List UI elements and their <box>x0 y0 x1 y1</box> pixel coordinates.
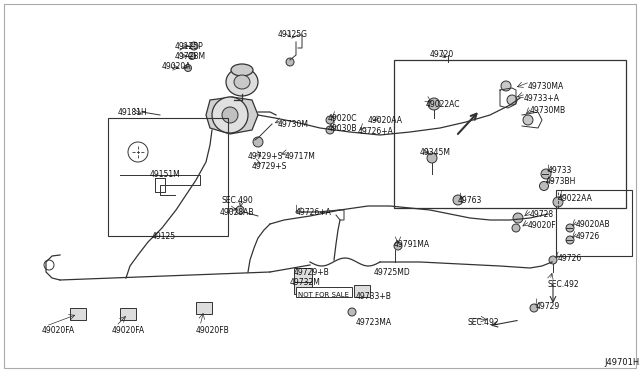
Text: 49729: 49729 <box>536 302 560 311</box>
Text: 4972BM: 4972BM <box>175 52 206 61</box>
Circle shape <box>523 115 533 125</box>
Circle shape <box>236 206 244 214</box>
Circle shape <box>190 42 198 50</box>
Text: 49020FA: 49020FA <box>112 326 145 335</box>
Circle shape <box>428 98 440 110</box>
Circle shape <box>348 308 356 316</box>
Text: 49733+A: 49733+A <box>524 94 560 103</box>
Text: SEC.492: SEC.492 <box>548 280 580 289</box>
Text: 49763: 49763 <box>458 196 483 205</box>
Circle shape <box>566 236 574 244</box>
Text: 49125P: 49125P <box>175 42 204 51</box>
Text: 49730MA: 49730MA <box>528 82 564 91</box>
Ellipse shape <box>226 68 258 96</box>
Circle shape <box>222 107 238 123</box>
Text: 49028AB: 49028AB <box>220 208 255 217</box>
Circle shape <box>427 153 437 163</box>
Text: SEC.492: SEC.492 <box>468 318 500 327</box>
Text: 49020C: 49020C <box>328 114 358 123</box>
Text: 49020FA: 49020FA <box>42 326 75 335</box>
Bar <box>70 308 86 320</box>
Text: 49181H: 49181H <box>118 108 148 117</box>
Text: NOT FOR SALE: NOT FOR SALE <box>298 292 349 298</box>
Text: 49729+B: 49729+B <box>294 268 330 277</box>
Text: 49733+B: 49733+B <box>356 292 392 301</box>
Circle shape <box>512 224 520 232</box>
Text: 49125: 49125 <box>152 232 176 241</box>
Text: 49726+A: 49726+A <box>296 208 332 217</box>
Circle shape <box>189 52 195 60</box>
Text: 49020F: 49020F <box>528 221 557 230</box>
Circle shape <box>540 182 548 190</box>
Circle shape <box>501 81 511 91</box>
Circle shape <box>549 256 557 264</box>
Text: J49701H5: J49701H5 <box>604 358 640 367</box>
Text: 49022AA: 49022AA <box>558 194 593 203</box>
Ellipse shape <box>234 75 250 89</box>
Circle shape <box>286 58 294 66</box>
Text: 4973BH: 4973BH <box>546 177 577 186</box>
Bar <box>120 308 136 320</box>
Text: 49022AC: 49022AC <box>426 100 461 109</box>
Circle shape <box>530 304 538 312</box>
Circle shape <box>326 116 334 124</box>
Text: 49720: 49720 <box>430 50 454 59</box>
Circle shape <box>394 242 402 250</box>
Text: 49020AB: 49020AB <box>576 220 611 229</box>
Text: 49729+S: 49729+S <box>248 152 284 161</box>
Text: SEC.490: SEC.490 <box>222 196 253 205</box>
Bar <box>556 190 632 256</box>
Text: 49728: 49728 <box>530 210 554 219</box>
Circle shape <box>453 195 463 205</box>
Circle shape <box>253 137 263 147</box>
Text: 49717M: 49717M <box>285 152 316 161</box>
Circle shape <box>184 64 191 71</box>
Text: 49726: 49726 <box>558 254 582 263</box>
Text: 49345M: 49345M <box>420 148 451 157</box>
Text: 49030B: 49030B <box>328 124 358 133</box>
Bar <box>296 287 352 297</box>
Bar <box>108 118 228 236</box>
Text: 49730MB: 49730MB <box>530 106 566 115</box>
Text: 49729+S: 49729+S <box>252 162 287 171</box>
Circle shape <box>212 97 248 133</box>
Text: 49725MD: 49725MD <box>374 268 411 277</box>
Text: 49730M: 49730M <box>278 120 309 129</box>
Bar <box>196 302 212 314</box>
Text: 49020FB: 49020FB <box>196 326 230 335</box>
Text: 49723MA: 49723MA <box>356 318 392 327</box>
Text: 49020AA: 49020AA <box>368 116 403 125</box>
Text: 49151M: 49151M <box>150 170 180 179</box>
Ellipse shape <box>231 64 253 76</box>
Circle shape <box>507 95 517 105</box>
Polygon shape <box>206 97 258 134</box>
Text: 49733: 49733 <box>548 166 572 175</box>
Circle shape <box>541 169 551 179</box>
Text: 49726+A: 49726+A <box>358 127 394 136</box>
Text: 49020A: 49020A <box>162 62 191 71</box>
Bar <box>294 282 312 294</box>
Circle shape <box>326 126 334 134</box>
Text: 49125G: 49125G <box>278 30 308 39</box>
Bar <box>354 285 370 297</box>
Text: 49791MA: 49791MA <box>394 240 430 249</box>
Bar <box>294 268 312 282</box>
Circle shape <box>513 213 523 223</box>
Circle shape <box>566 224 574 232</box>
Text: 49726: 49726 <box>576 232 600 241</box>
Bar <box>394 60 626 208</box>
Text: 49732M: 49732M <box>290 278 321 287</box>
Circle shape <box>553 197 563 207</box>
